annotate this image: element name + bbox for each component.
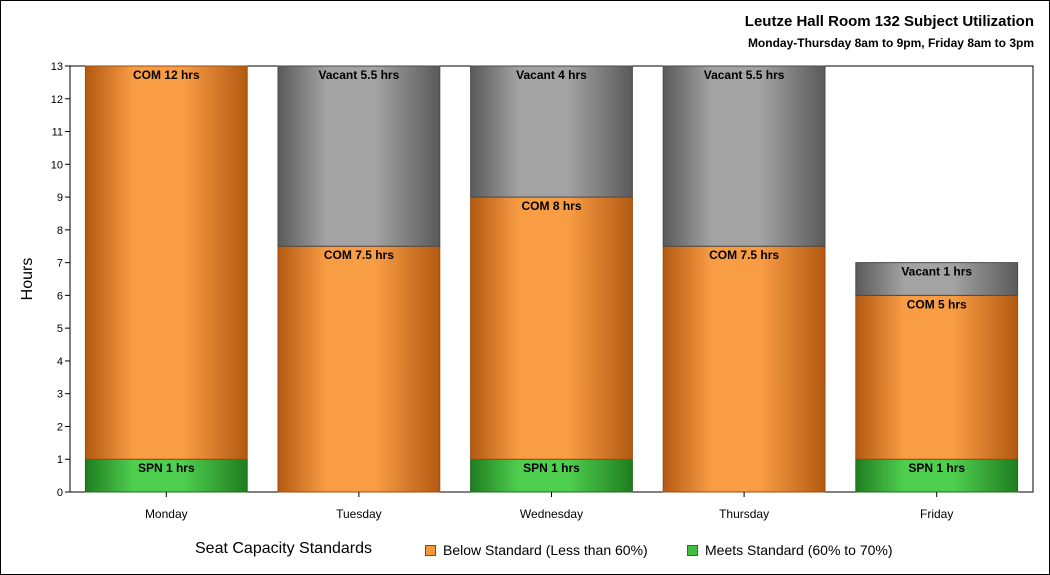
bar-segment-label: Vacant 4 hrs: [516, 68, 587, 82]
y-axis-label: Hours: [19, 258, 36, 301]
y-tick-label: 1: [57, 454, 63, 466]
legend-swatch-below: [425, 544, 436, 556]
y-tick-label: 10: [51, 159, 63, 171]
bar-segment-label: SPN 1 hrs: [523, 461, 580, 475]
x-tick-label: Tuesday: [336, 507, 382, 521]
bar-segment-label: Vacant 1 hrs: [901, 265, 972, 279]
x-tick-label: Wednesday: [520, 507, 583, 521]
bar-segment-meets: [84, 458, 248, 493]
chart-subtitle: Monday-Thursday 8am to 9pm, Friday 8am t…: [747, 36, 1034, 50]
bar-segment-label: COM 7.5 hrs: [709, 248, 779, 262]
bar-segment-below: [662, 245, 826, 493]
bar-segment-label: Vacant 5.5 hrs: [704, 68, 785, 82]
legend: Seat Capacity Standards Below Standard (…: [0, 540, 1050, 562]
legend-label-below: Below Standard (Less than 60%): [443, 542, 648, 558]
bar-segment-vacant: [855, 262, 1019, 296]
y-tick-label: 0: [57, 487, 63, 499]
legend-item-below: Below Standard (Less than 60%): [425, 542, 648, 558]
y-tick-label: 3: [57, 389, 63, 401]
bar-segment-meets: [855, 458, 1019, 493]
bar-segment-vacant: [662, 65, 826, 247]
bar-segment-vacant: [470, 65, 633, 198]
legend-swatch-meets: [687, 544, 698, 556]
bar-segment-vacant: [277, 65, 441, 247]
y-tick-label: 12: [51, 94, 63, 106]
x-tick-label: Friday: [920, 507, 953, 521]
bar-segment-label: COM 7.5 hrs: [324, 248, 394, 262]
bar-segment-below: [470, 196, 633, 460]
y-tick-label: 6: [57, 290, 63, 302]
y-tick-label: 9: [57, 192, 63, 204]
y-tick-label: 5: [57, 323, 63, 335]
x-tick-label: Thursday: [719, 507, 769, 521]
bar-segment-label: COM 8 hrs: [521, 199, 581, 213]
x-tick-label: Monday: [145, 507, 188, 521]
bar-segment-meets: [470, 458, 633, 493]
bar-segment-label: SPN 1 hrs: [138, 461, 195, 475]
chart-title: Leutze Hall Room 132 Subject Utilization: [744, 13, 1034, 30]
legend-label-meets: Meets Standard (60% to 70%): [705, 542, 893, 558]
y-tick-label: 2: [57, 421, 63, 433]
y-tick-label: 4: [57, 356, 63, 368]
bar-segment-label: SPN 1 hrs: [908, 461, 965, 475]
x-axis: Monday Tuesday Wednesday Thursday Friday: [145, 492, 953, 521]
y-tick-label: 13: [51, 61, 63, 73]
bar-segment-label: Vacant 5.5 hrs: [319, 68, 400, 82]
bar-segment-label: COM 5 hrs: [907, 297, 967, 311]
y-tick-label: 11: [52, 127, 63, 139]
bar-segment-label: COM 12 hrs: [133, 68, 200, 82]
y-tick-label: 8: [57, 225, 63, 237]
bars: SPN 1 hrs COM 12 hrs COM 7.5 hrs Vacant 5.5…: [84, 65, 1019, 493]
legend-title: Seat Capacity Standards: [195, 540, 372, 557]
y-tick-label: 7: [57, 258, 63, 270]
bar-segment-below: [855, 294, 1019, 460]
bar-segment-below: [84, 65, 248, 460]
bar-segment-below: [277, 245, 441, 493]
legend-item-meets: Meets Standard (60% to 70%): [687, 542, 893, 558]
